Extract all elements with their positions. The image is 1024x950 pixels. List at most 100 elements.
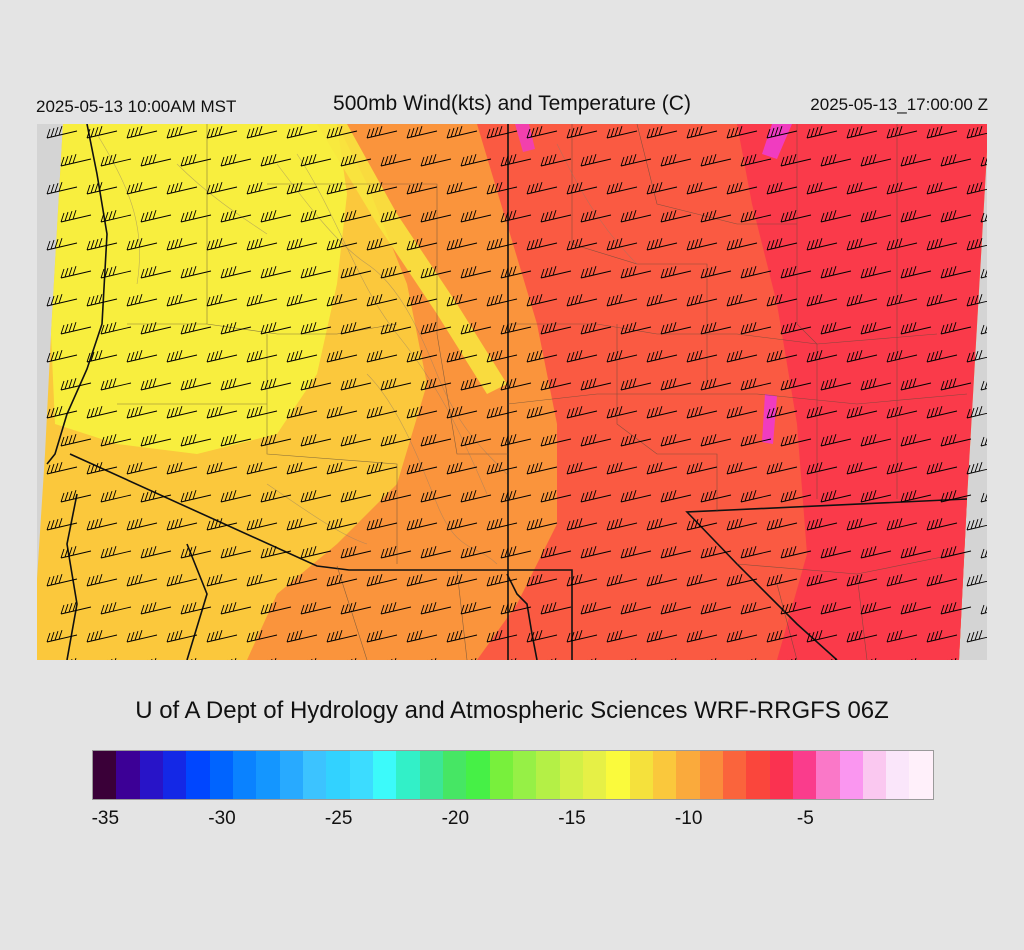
wind-barb	[646, 182, 678, 195]
wind-barb	[846, 182, 878, 195]
wind-barb	[620, 210, 652, 223]
wind-barb	[166, 406, 198, 419]
wind-barb	[286, 238, 318, 251]
wind-barb	[260, 154, 292, 167]
wind-barb	[646, 294, 678, 307]
colorbar-swatch	[699, 751, 723, 799]
wind-barb	[580, 434, 612, 447]
colorbar-swatch	[419, 751, 443, 799]
temperature-field-red	[737, 124, 987, 660]
wind-barb	[820, 322, 852, 335]
colorbar-swatch	[93, 751, 117, 799]
colorbar-swatch	[139, 751, 163, 799]
colorbar-swatch	[746, 751, 770, 799]
wind-barb	[900, 490, 932, 503]
wind-barb	[726, 126, 758, 139]
wind-barb	[286, 350, 318, 363]
wind-barb	[46, 294, 78, 307]
wind-barb	[500, 434, 532, 447]
wind-barb	[806, 630, 838, 643]
wind-barb	[580, 210, 612, 223]
wind-barb	[60, 378, 92, 391]
wind-barb	[260, 210, 292, 223]
wind-barb	[686, 518, 718, 531]
wind-barb	[380, 322, 412, 335]
wind-barb	[606, 406, 638, 419]
wind-barb	[166, 574, 198, 587]
wind-barb	[260, 378, 292, 391]
wind-barb	[926, 238, 958, 251]
wind-barb	[460, 322, 492, 335]
wind-barb	[140, 434, 172, 447]
wind-barb	[486, 518, 518, 531]
wind-barb	[166, 350, 198, 363]
wind-barb	[286, 406, 318, 419]
wind-barb	[180, 266, 212, 279]
wind-barb	[220, 434, 252, 447]
wind-barb	[926, 182, 958, 195]
wind-barb	[126, 518, 158, 531]
colorbar-swatch	[886, 751, 910, 799]
wind-barb	[420, 490, 452, 503]
wind-barb	[806, 574, 838, 587]
wind-barb	[420, 266, 452, 279]
wind-barb	[126, 630, 158, 643]
wind-barb	[700, 322, 732, 335]
wind-barb	[926, 518, 958, 531]
wind-barb	[966, 574, 987, 587]
wind-barb	[740, 602, 772, 615]
colorbar-swatch	[839, 751, 863, 799]
wind-barb	[726, 574, 758, 587]
wind-barb	[620, 266, 652, 279]
wind-barb	[246, 630, 278, 643]
wind-barb	[780, 322, 812, 335]
wind-barb	[726, 518, 758, 531]
wind-barb	[406, 350, 438, 363]
temperature-field-yellow	[51, 124, 347, 454]
wind-barb	[806, 406, 838, 419]
temperature-field-pink-ne	[515, 124, 535, 152]
wind-barb	[286, 294, 318, 307]
wind-barb	[860, 266, 892, 279]
wind-barb	[900, 210, 932, 223]
wind-barb	[580, 322, 612, 335]
colorbar-tick-label: -35	[91, 808, 120, 829]
wind-barb	[886, 294, 918, 307]
wind-barb	[340, 602, 372, 615]
wind-barb	[686, 350, 718, 363]
wind-barb	[566, 630, 598, 643]
wind-barb	[940, 490, 972, 503]
wind-barb	[166, 126, 198, 139]
wind-barb	[606, 350, 638, 363]
wind-barb	[460, 546, 492, 559]
wind-barb	[60, 266, 92, 279]
wind-barb	[86, 518, 118, 531]
wind-barb	[260, 546, 292, 559]
weather-map	[37, 124, 987, 660]
wind-barb	[380, 154, 412, 167]
wind-barb	[566, 182, 598, 195]
wind-barb	[86, 406, 118, 419]
wind-barb	[540, 210, 572, 223]
wind-barb	[566, 350, 598, 363]
wind-barb	[220, 322, 252, 335]
wind-barb	[446, 238, 478, 251]
wind-barb	[926, 462, 958, 475]
wind-barb	[460, 210, 492, 223]
wind-barb	[700, 154, 732, 167]
wind-barb	[646, 406, 678, 419]
colorbar-swatch	[209, 751, 233, 799]
wind-barb	[766, 406, 798, 419]
wind-barb	[46, 350, 78, 363]
wind-barb	[420, 546, 452, 559]
wind-barb	[660, 378, 692, 391]
wind-barb	[540, 266, 572, 279]
wind-barb	[166, 518, 198, 531]
wind-barb	[340, 322, 372, 335]
wind-barb	[686, 126, 718, 139]
wind-barb	[700, 434, 732, 447]
wind-barb	[140, 490, 172, 503]
wind-barb	[300, 378, 332, 391]
wind-barb	[740, 154, 772, 167]
wind-barb	[180, 546, 212, 559]
